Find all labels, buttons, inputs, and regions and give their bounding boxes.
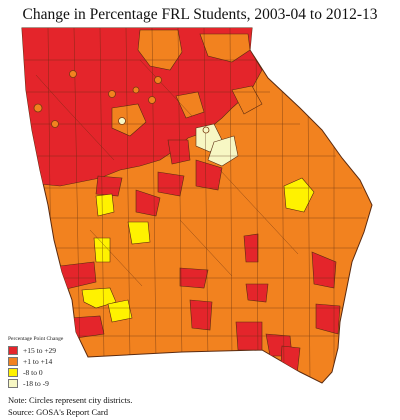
- region-yellow-west-1: [95, 193, 115, 217]
- legend-swatch: [8, 379, 18, 388]
- legend-item: +1 to +14: [8, 356, 128, 367]
- source-text: Source: GOSA's Report Card: [8, 407, 108, 417]
- note-text: Note: Circles represent city districts.: [8, 395, 133, 405]
- footnotes: Note: Circles represent city districts. …: [8, 394, 132, 418]
- region-coast-red-3: [279, 345, 301, 383]
- city-circle: [148, 96, 156, 104]
- city-circle: [33, 103, 43, 113]
- county-borders: [22, 28, 366, 381]
- legend-label: -8 to 0: [23, 368, 43, 377]
- legend-swatch: [8, 346, 18, 355]
- legend-swatch: [8, 357, 18, 366]
- legend: Percentage Point Change +15 to +29 +1 to…: [8, 336, 128, 389]
- region-north-orange-5: [175, 91, 205, 119]
- legend-swatch: [8, 368, 18, 377]
- legend-label: +1 to +14: [23, 357, 53, 366]
- city-circle: [154, 76, 162, 84]
- region-yellow-west-2: [127, 221, 151, 245]
- map-title: Change in Percentage FRL Students, 2003-…: [22, 6, 378, 23]
- region-yellow-sw: [81, 287, 117, 309]
- region-center-red-1: [167, 139, 191, 165]
- region-center-red-2: [195, 159, 223, 191]
- region-yellow-east: [283, 177, 315, 213]
- region-north-orange-2: [199, 33, 251, 63]
- region-yellow-sw-2: [107, 299, 133, 323]
- legend-label: -18 to -9: [23, 379, 49, 388]
- city-circle: [69, 70, 77, 78]
- city-circle: [108, 90, 116, 98]
- legend-item: +15 to +29: [8, 345, 128, 356]
- city-circle: [132, 86, 140, 94]
- region-north-orange-3: [111, 103, 147, 137]
- region-yellow-west-3: [93, 237, 111, 263]
- city-circle: [51, 120, 59, 128]
- legend-item: -8 to 0: [8, 367, 128, 378]
- region-s-red-2: [189, 299, 213, 331]
- legend-label: +15 to +29: [23, 346, 57, 355]
- legend-item: -18 to -9: [8, 378, 128, 389]
- legend-title: Percentage Point Change: [8, 336, 64, 342]
- city-circle: [202, 126, 210, 134]
- region-center-red-5: [95, 175, 123, 197]
- region-s-red-5: [245, 283, 269, 303]
- region-north-orange-4: [231, 85, 263, 115]
- city-circle: [118, 117, 126, 125]
- city-district-circles: [33, 70, 210, 134]
